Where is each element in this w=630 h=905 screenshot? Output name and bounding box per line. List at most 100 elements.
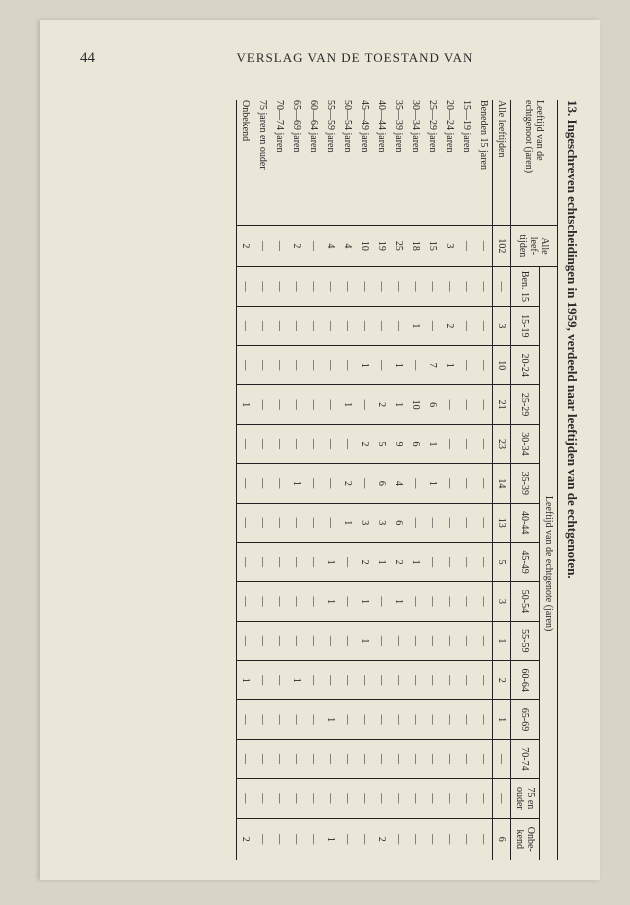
data-cell: 5 bbox=[373, 424, 390, 463]
data-cell: — bbox=[288, 818, 305, 860]
data-cell: — bbox=[441, 739, 458, 778]
data-cell: — bbox=[424, 267, 441, 306]
data-cell: 1 bbox=[373, 542, 390, 581]
data-cell: — bbox=[322, 267, 339, 306]
data-cell: — bbox=[237, 267, 255, 306]
data-cell: 1 bbox=[322, 818, 339, 860]
data-cell: — bbox=[288, 306, 305, 345]
data-cell: — bbox=[339, 267, 356, 306]
data-cell: — bbox=[475, 267, 493, 306]
data-cell: — bbox=[288, 700, 305, 739]
data-cell: — bbox=[475, 818, 493, 860]
data-cell: 1 bbox=[356, 346, 373, 385]
data-cell: — bbox=[407, 818, 424, 860]
data-cell: — bbox=[441, 503, 458, 542]
data-cell: — bbox=[339, 424, 356, 463]
data-cell: — bbox=[356, 267, 373, 306]
row-label: 60—64 jaren bbox=[305, 100, 322, 225]
data-cell: — bbox=[339, 700, 356, 739]
data-cell: — bbox=[305, 661, 322, 700]
data-cell: — bbox=[271, 700, 288, 739]
data-cell: — bbox=[254, 346, 271, 385]
data-cell: — bbox=[475, 661, 493, 700]
data-cell: — bbox=[339, 306, 356, 345]
data-cell: — bbox=[322, 503, 339, 542]
data-cell: — bbox=[271, 661, 288, 700]
data-cell: — bbox=[458, 739, 475, 778]
data-cell: — bbox=[356, 739, 373, 778]
data-cell: — bbox=[271, 542, 288, 581]
data-cell: — bbox=[373, 306, 390, 345]
data-cell: — bbox=[339, 582, 356, 621]
data-cell: 2 bbox=[288, 225, 305, 267]
data-cell: 6 bbox=[407, 424, 424, 463]
data-cell: — bbox=[458, 818, 475, 860]
data-cell: — bbox=[237, 621, 255, 660]
data-cell: — bbox=[373, 779, 390, 818]
totals-cell: 1 bbox=[493, 700, 511, 739]
data-cell: 9 bbox=[390, 424, 407, 463]
data-cell: 1 bbox=[407, 306, 424, 345]
data-cell: 1 bbox=[390, 385, 407, 424]
data-cell: — bbox=[305, 582, 322, 621]
table-row: 70—74 jaren———————————————— bbox=[271, 100, 288, 860]
data-cell: — bbox=[424, 503, 441, 542]
col-55-59: 55-59 bbox=[511, 621, 540, 660]
row-label: 40—44 jaren bbox=[373, 100, 390, 225]
data-cell: 3 bbox=[373, 503, 390, 542]
data-cell: — bbox=[254, 779, 271, 818]
data-cell: — bbox=[475, 739, 493, 778]
col-70-74: 70-74 bbox=[511, 739, 540, 778]
data-cell: — bbox=[407, 582, 424, 621]
data-cell: — bbox=[271, 621, 288, 660]
data-cell: — bbox=[458, 385, 475, 424]
data-cell: — bbox=[458, 700, 475, 739]
data-cell: — bbox=[339, 818, 356, 860]
data-cell: — bbox=[305, 700, 322, 739]
data-cell: 1 bbox=[339, 503, 356, 542]
data-cell: — bbox=[356, 464, 373, 503]
data-cell: — bbox=[441, 385, 458, 424]
data-cell: — bbox=[237, 424, 255, 463]
data-cell: — bbox=[475, 464, 493, 503]
data-cell: — bbox=[424, 661, 441, 700]
data-cell: 1 bbox=[237, 661, 255, 700]
data-cell: — bbox=[373, 700, 390, 739]
data-cell: — bbox=[475, 424, 493, 463]
row-label: Beneden 15 jaren bbox=[475, 100, 493, 225]
data-cell: 2 bbox=[237, 225, 255, 267]
data-cell: — bbox=[356, 661, 373, 700]
data-cell: — bbox=[407, 700, 424, 739]
data-cell: — bbox=[305, 267, 322, 306]
data-cell: — bbox=[441, 661, 458, 700]
data-cell: — bbox=[458, 661, 475, 700]
totals-cell: 21 bbox=[493, 385, 511, 424]
data-cell: — bbox=[254, 306, 271, 345]
data-cell: — bbox=[237, 346, 255, 385]
data-cell: — bbox=[288, 582, 305, 621]
data-cell: 1 bbox=[441, 346, 458, 385]
data-cell: — bbox=[288, 385, 305, 424]
table-row: 50—54 jaren4———1—21———————— bbox=[339, 100, 356, 860]
col-35-39: 35-39 bbox=[511, 464, 540, 503]
data-cell: 3 bbox=[356, 503, 373, 542]
data-cell: — bbox=[322, 464, 339, 503]
data-cell: — bbox=[475, 306, 493, 345]
data-cell: — bbox=[271, 464, 288, 503]
data-cell: — bbox=[339, 621, 356, 660]
data-cell: — bbox=[288, 739, 305, 778]
row-label: 45—49 jaren bbox=[356, 100, 373, 225]
data-cell: — bbox=[475, 582, 493, 621]
data-cell: 1 bbox=[322, 582, 339, 621]
data-cell: — bbox=[322, 621, 339, 660]
data-cell: — bbox=[254, 503, 271, 542]
data-cell: — bbox=[373, 582, 390, 621]
data-cell: — bbox=[424, 306, 441, 345]
data-cell: — bbox=[322, 346, 339, 385]
totals-cell: 6 bbox=[493, 818, 511, 860]
data-cell: — bbox=[475, 346, 493, 385]
table-row: 15—19 jaren———————————————— bbox=[458, 100, 475, 860]
data-cell: — bbox=[254, 464, 271, 503]
data-cell: 2 bbox=[356, 542, 373, 581]
document-page: 44 VERSLAG VAN DE TOESTAND VAN 13. Inges… bbox=[40, 20, 600, 880]
